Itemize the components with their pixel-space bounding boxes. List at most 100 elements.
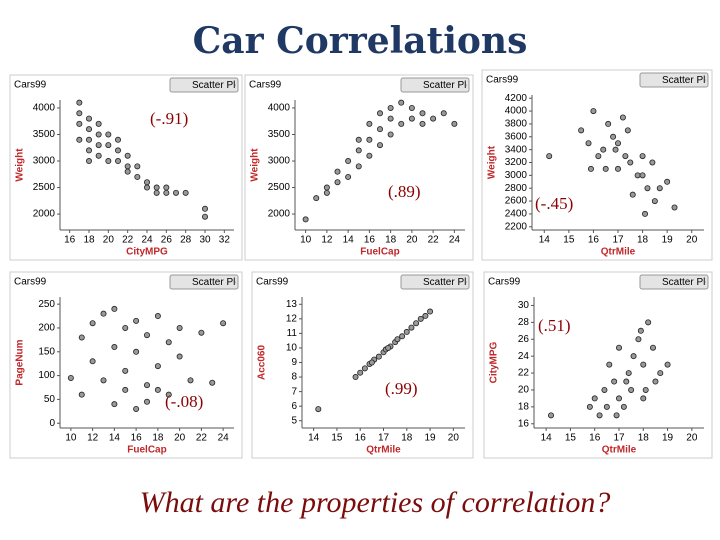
point bbox=[408, 104, 415, 111]
point bbox=[154, 363, 161, 370]
question: What are the properties of correlation? bbox=[140, 486, 611, 519]
point bbox=[86, 126, 93, 133]
panel-title: Cars99 bbox=[488, 277, 521, 288]
point bbox=[640, 361, 647, 368]
point bbox=[95, 131, 102, 138]
x-tick-label: 19 bbox=[662, 433, 674, 444]
panel-title: Cars99 bbox=[14, 277, 47, 288]
x-tick-label: 18 bbox=[152, 433, 164, 444]
point bbox=[586, 403, 593, 410]
point bbox=[387, 104, 394, 111]
point bbox=[86, 147, 93, 154]
point bbox=[639, 153, 646, 160]
y-tick-label: 4200 bbox=[505, 93, 528, 104]
point bbox=[385, 344, 392, 351]
panel-title: Cars99 bbox=[14, 80, 47, 91]
point bbox=[111, 305, 118, 312]
y-axis-label: PageNum bbox=[15, 339, 26, 385]
point bbox=[590, 108, 597, 115]
point bbox=[302, 216, 309, 223]
point bbox=[398, 120, 405, 127]
point bbox=[154, 313, 161, 320]
dropdown-label: Scatter Plot bbox=[423, 80, 475, 91]
point bbox=[657, 370, 664, 377]
point bbox=[548, 412, 555, 419]
slide-title: Car Correlations bbox=[193, 20, 528, 62]
panel bbox=[481, 69, 713, 261]
point bbox=[122, 386, 129, 393]
point bbox=[122, 367, 129, 374]
point bbox=[451, 120, 458, 127]
dropdown-label: Scatter Plot bbox=[192, 80, 244, 91]
point bbox=[86, 136, 93, 143]
point bbox=[623, 378, 630, 385]
point bbox=[352, 374, 359, 381]
y-tick-label: 250 bbox=[38, 299, 55, 310]
y-tick-label: 3600 bbox=[505, 131, 528, 142]
point bbox=[651, 198, 658, 205]
point bbox=[134, 163, 141, 170]
correlation-label: (-.91) bbox=[150, 109, 188, 128]
point bbox=[76, 99, 83, 106]
y-tick-label: 3500 bbox=[268, 129, 291, 140]
point bbox=[154, 386, 161, 393]
point bbox=[616, 395, 623, 402]
point bbox=[628, 386, 635, 393]
x-tick-label: 20 bbox=[448, 433, 460, 444]
y-tick-label: 7 bbox=[291, 386, 297, 397]
point bbox=[622, 153, 629, 160]
point bbox=[201, 205, 208, 212]
y-axis-label: Acc060 bbox=[257, 345, 268, 380]
correlation-label: (.99) bbox=[385, 379, 418, 398]
x-axis-label: QtrMile bbox=[601, 247, 636, 258]
x-tick-label: 14 bbox=[541, 433, 553, 444]
point bbox=[656, 185, 663, 192]
point bbox=[408, 115, 415, 122]
x-tick-label: 22 bbox=[196, 433, 208, 444]
y-tick-label: 200 bbox=[38, 323, 55, 334]
point bbox=[355, 163, 362, 170]
x-tick-label: 17 bbox=[613, 433, 625, 444]
point bbox=[634, 172, 641, 179]
point bbox=[176, 353, 183, 360]
x-tick-label: 14 bbox=[109, 433, 121, 444]
point bbox=[615, 140, 622, 147]
x-tick-label: 16 bbox=[131, 433, 143, 444]
point bbox=[100, 310, 107, 317]
point bbox=[100, 377, 107, 384]
y-tick-label: 9 bbox=[291, 357, 297, 368]
x-tick-label: 16 bbox=[589, 433, 601, 444]
x-tick-label: 20 bbox=[686, 235, 698, 246]
point bbox=[615, 165, 622, 172]
point bbox=[620, 403, 627, 410]
y-tick-label: 4000 bbox=[268, 103, 291, 114]
point bbox=[600, 146, 607, 153]
dropdown-label: Scatter Plot bbox=[192, 277, 244, 288]
y-tick-label: 20 bbox=[518, 385, 530, 396]
panel-title: Cars99 bbox=[249, 80, 282, 91]
y-axis-label: Weight bbox=[15, 148, 26, 182]
dropdown-label: Scatter Plot bbox=[423, 277, 475, 288]
x-tick-label: 18 bbox=[83, 235, 95, 246]
point bbox=[664, 361, 671, 368]
point bbox=[625, 370, 632, 377]
y-tick-label: 10 bbox=[286, 343, 298, 354]
point bbox=[172, 189, 179, 196]
point bbox=[613, 412, 620, 419]
point bbox=[578, 127, 585, 134]
point bbox=[345, 173, 352, 180]
point bbox=[602, 165, 609, 172]
point bbox=[403, 328, 410, 335]
x-tick-label: 10 bbox=[65, 433, 77, 444]
point bbox=[76, 110, 83, 117]
dropdown bbox=[639, 274, 709, 290]
point bbox=[111, 344, 118, 351]
panel bbox=[483, 271, 713, 459]
point bbox=[323, 189, 330, 196]
point bbox=[612, 146, 619, 153]
point bbox=[122, 324, 129, 331]
point bbox=[649, 159, 656, 166]
point bbox=[427, 308, 434, 315]
correlation-label: (.51) bbox=[538, 316, 571, 335]
